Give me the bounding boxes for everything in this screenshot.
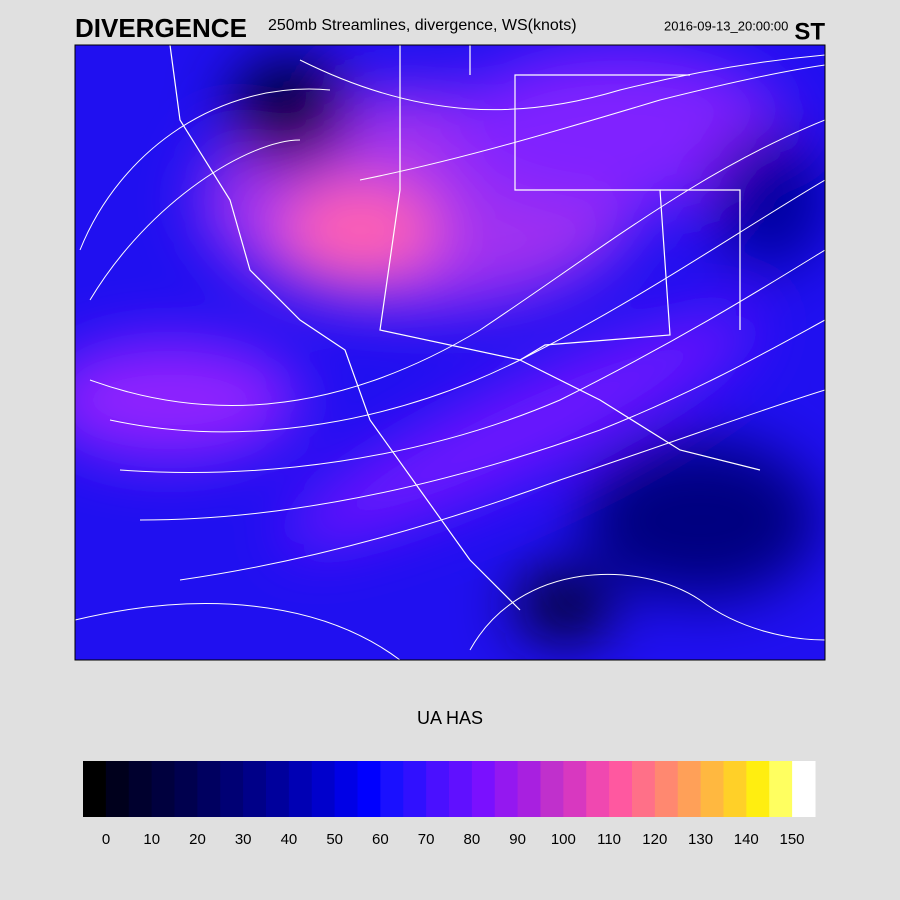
colorbar-tick-label: 110 <box>597 831 621 848</box>
colorbar-swatch <box>632 761 656 817</box>
colorbar-swatch <box>128 761 153 817</box>
colorbar-swatch <box>540 761 564 817</box>
colorbar-swatch <box>266 761 290 817</box>
colorbar-tick-label: 40 <box>281 831 298 848</box>
colorbar-swatch <box>380 761 404 817</box>
colorbar-swatch <box>609 761 633 817</box>
colorbar-tick-label: 10 <box>143 831 160 848</box>
colorbar-swatch <box>288 761 313 817</box>
map <box>75 45 825 660</box>
colorbar-tick-label: 90 <box>509 831 526 848</box>
colorbar-tick-label: 80 <box>464 831 481 848</box>
colorbar-swatch <box>746 761 770 817</box>
colorbar-swatch <box>243 761 267 817</box>
product-label: DIVERGENCE <box>75 13 247 43</box>
colorbar-tick-label: 70 <box>418 831 435 848</box>
colorbar-swatch <box>151 761 175 817</box>
corner-label: ST <box>794 18 825 45</box>
colorbar-tick-label: 20 <box>189 831 206 848</box>
colorbar-tick-label: 0 <box>102 831 110 848</box>
colorbar-swatch <box>105 761 130 817</box>
colorbar-swatch <box>700 761 724 817</box>
colorbar-tick-label: 100 <box>551 831 576 848</box>
colorbar-swatch <box>677 761 702 817</box>
colorbar-swatch <box>769 761 793 817</box>
colorbar-swatch <box>220 761 244 817</box>
streamlines <box>75 54 825 660</box>
colorbar-tick-label: 130 <box>688 831 713 848</box>
colorbar-tick-label: 150 <box>779 831 804 848</box>
colorbar-tick-label: 60 <box>372 831 389 848</box>
colorbar-swatch <box>334 761 358 817</box>
colorbar-swatch <box>654 761 679 817</box>
colorbar-swatch <box>517 761 541 817</box>
colorbar-swatch <box>723 761 747 817</box>
colorbar-swatch <box>792 761 816 817</box>
colorbar-tick-label: 30 <box>235 831 252 848</box>
colorbar-swatch <box>174 761 198 817</box>
colorbar-swatch <box>83 761 107 817</box>
timestamp: 2016-09-13_20:00:00 <box>664 18 788 33</box>
colorbar-swatch <box>449 761 473 817</box>
colorbar-tick-label: 50 <box>326 831 343 848</box>
colorbar-swatch <box>471 761 496 817</box>
colorbar-swatch <box>426 761 450 817</box>
colorbar-tick-label: 140 <box>734 831 759 848</box>
map-subtitle: 250mb Streamlines, divergence, WS(knots) <box>268 17 577 34</box>
colorbar-swatch <box>494 761 519 817</box>
colorbar-swatch <box>586 761 610 817</box>
colorbar: 0 10 20 30 40 50 60 70 80 90 100 110 120 130 140 150 <box>83 761 816 848</box>
boundaries <box>169 45 761 611</box>
colorbar-swatch <box>357 761 381 817</box>
colorbar-swatch <box>311 761 336 817</box>
colorbar-tick-label: 120 <box>642 831 667 848</box>
colorbar-swatch <box>403 761 427 817</box>
colorbar-swatch <box>563 761 587 817</box>
colorbar-label: UA HAS <box>417 708 483 728</box>
colorbar-swatch <box>197 761 221 817</box>
